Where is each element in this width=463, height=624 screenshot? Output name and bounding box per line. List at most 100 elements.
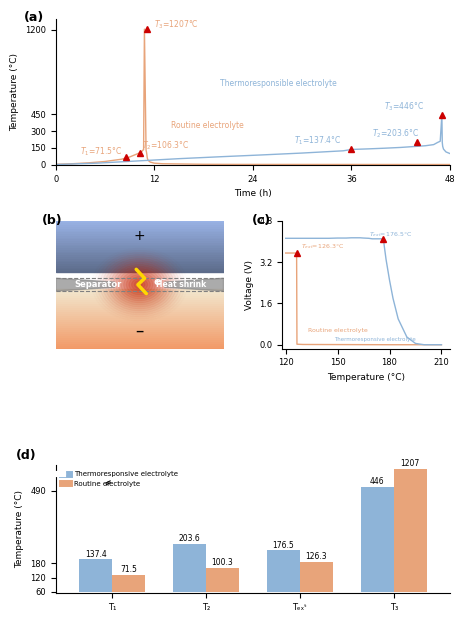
Bar: [56, 240, 223, 242]
Bar: [56, 254, 223, 256]
Bar: [56, 245, 223, 247]
Bar: [56, 317, 223, 319]
Bar: [56, 219, 223, 221]
Bar: [56, 313, 223, 315]
Text: 100.3: 100.3: [211, 558, 233, 567]
Circle shape: [121, 271, 158, 299]
Text: (c): (c): [251, 214, 270, 227]
Bar: [56, 236, 223, 238]
Bar: [56, 307, 223, 309]
Bar: [56, 327, 223, 329]
Bar: [56, 241, 223, 243]
Circle shape: [131, 278, 147, 291]
Bar: [112, 575, 144, 592]
Bar: [56, 261, 223, 263]
Circle shape: [118, 268, 161, 301]
Bar: [56, 263, 223, 265]
Bar: [56, 238, 223, 240]
Y-axis label: Temperature (°C): Temperature (°C): [10, 53, 19, 131]
Bar: [56, 305, 223, 307]
Bar: [56, 339, 223, 341]
Text: 446: 446: [369, 477, 384, 486]
Bar: [56, 230, 223, 232]
Text: $T_1$=71.5°C: $T_1$=71.5°C: [80, 146, 122, 158]
Text: $T_1$=137.4°C: $T_1$=137.4°C: [294, 135, 340, 147]
Text: $T_2$=106.3°C: $T_2$=106.3°C: [142, 140, 189, 152]
Bar: [56, 301, 223, 303]
Y-axis label: Voltage (V): Voltage (V): [244, 260, 253, 310]
Bar: [56, 235, 223, 236]
Bar: [56, 311, 223, 313]
Text: 126.3: 126.3: [305, 552, 326, 562]
Bar: [56, 323, 223, 324]
Text: Thermoresponsive electrolyte: Thermoresponsive electrolyte: [333, 337, 415, 342]
Polygon shape: [164, 278, 223, 291]
Bar: [206, 568, 238, 592]
Text: $T_3$=446°C: $T_3$=446°C: [383, 100, 423, 114]
Bar: [299, 562, 332, 592]
Text: $T_2$=203.6°C: $T_2$=203.6°C: [371, 127, 419, 140]
Text: $T_{ext}$=176.5°C: $T_{ext}$=176.5°C: [368, 230, 411, 239]
Bar: [56, 231, 223, 233]
Text: Routine electrolyte: Routine electrolyte: [170, 121, 243, 130]
Circle shape: [129, 276, 150, 293]
Bar: [56, 334, 223, 337]
Bar: [56, 336, 223, 339]
Bar: [56, 247, 223, 249]
Text: $T_3$=1207°C: $T_3$=1207°C: [154, 19, 199, 31]
Bar: [56, 243, 223, 245]
Bar: [56, 252, 223, 254]
Bar: [56, 256, 223, 258]
Circle shape: [134, 281, 144, 289]
Text: 203.6: 203.6: [178, 534, 200, 543]
Text: 71.5: 71.5: [120, 565, 137, 574]
Text: 176.5: 176.5: [272, 540, 294, 550]
Bar: [56, 260, 223, 261]
Text: e⁻: e⁻: [153, 276, 166, 286]
Bar: [56, 224, 223, 226]
Bar: [56, 297, 223, 299]
Bar: [56, 220, 223, 223]
Text: +: +: [133, 229, 145, 243]
Bar: [56, 258, 223, 260]
Bar: [56, 226, 223, 228]
Bar: [56, 266, 223, 268]
Bar: [56, 291, 223, 293]
Circle shape: [110, 263, 169, 307]
X-axis label: Temperature (°C): Temperature (°C): [326, 373, 404, 382]
Text: (d): (d): [16, 449, 37, 462]
Bar: [56, 346, 223, 349]
Bar: [79, 559, 112, 592]
Bar: [56, 233, 223, 235]
Bar: [56, 293, 223, 295]
Circle shape: [115, 266, 163, 303]
Bar: [56, 321, 223, 323]
Bar: [56, 324, 223, 327]
Circle shape: [124, 273, 155, 297]
Bar: [56, 309, 223, 311]
Circle shape: [137, 283, 142, 286]
Bar: [56, 319, 223, 321]
Polygon shape: [56, 278, 114, 291]
Bar: [56, 329, 223, 331]
Bar: [56, 251, 223, 253]
Text: $T_{ext}$=126.3°C: $T_{ext}$=126.3°C: [300, 242, 344, 251]
Circle shape: [113, 265, 166, 305]
Text: Separator: Separator: [74, 280, 121, 289]
Bar: [56, 303, 223, 305]
Bar: [56, 341, 223, 343]
Text: –: –: [135, 322, 144, 340]
X-axis label: Time (h): Time (h): [233, 189, 271, 198]
Bar: [56, 333, 223, 334]
Bar: [56, 265, 223, 266]
Bar: [56, 249, 223, 251]
Bar: [393, 469, 425, 592]
Bar: [56, 295, 223, 297]
Bar: [173, 544, 206, 592]
Text: (b): (b): [42, 214, 63, 227]
Bar: [56, 270, 223, 272]
Text: (a): (a): [24, 11, 44, 24]
Bar: [56, 331, 223, 333]
Bar: [56, 289, 223, 291]
Bar: [56, 228, 223, 230]
